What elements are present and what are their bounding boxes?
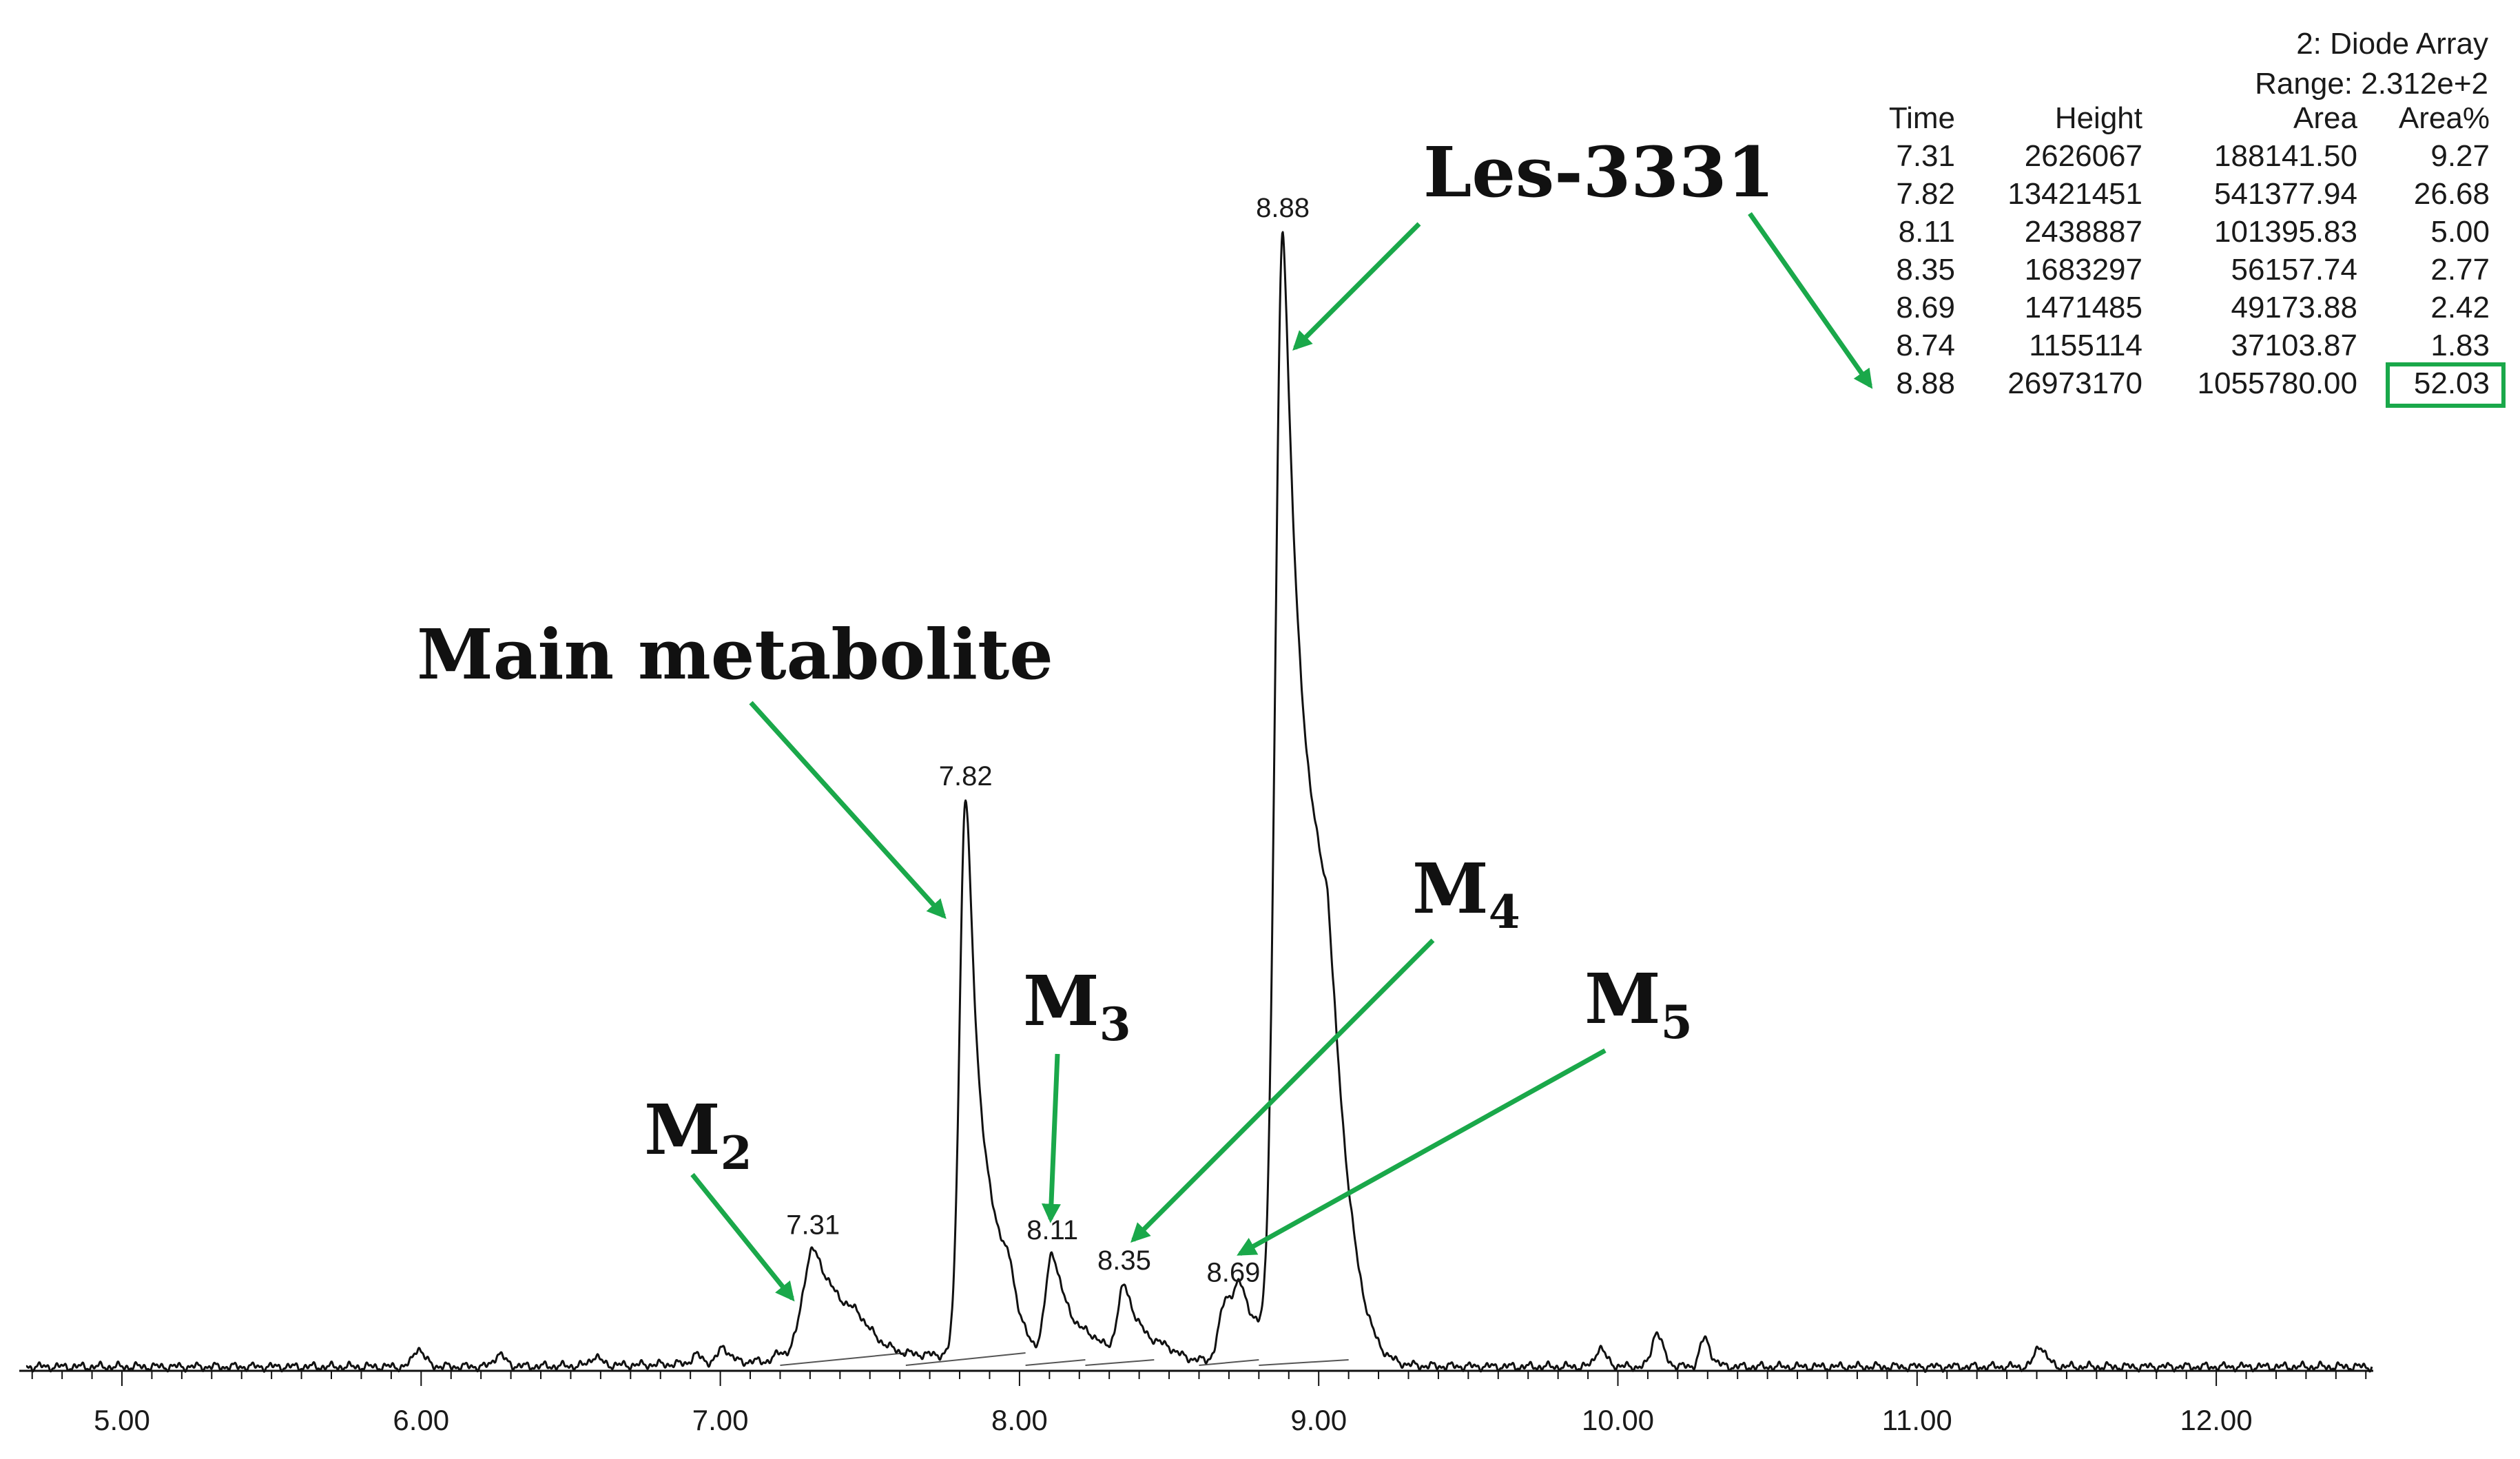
callout-subscript: 3 xyxy=(1099,997,1131,1051)
callout-main: M xyxy=(644,1089,721,1170)
table-cell: 1471485 xyxy=(2025,291,2142,324)
integration-baselines xyxy=(780,1352,1349,1366)
table-callout-arrow xyxy=(1748,211,1873,389)
table-cell: 56157.74 xyxy=(2231,253,2357,287)
peak-label: 8.11 xyxy=(1026,1215,1078,1245)
table-header-2: Area xyxy=(2293,101,2357,135)
callout-subscript: 5 xyxy=(1661,995,1693,1049)
callout-main: Les-3331 xyxy=(1423,132,1775,213)
callout-arrow xyxy=(1237,1048,1607,1256)
callout-main: Main metabolite xyxy=(417,614,1053,695)
peak-table: Time Height Area Area% 7.31 2626067 188141.50 9… xyxy=(1889,101,2506,408)
peak-label: 8.88 xyxy=(1256,193,1310,223)
callout-main: M xyxy=(1412,848,1489,929)
x-tick-label: 5.00 xyxy=(94,1404,150,1436)
callout-label: Les-3331 xyxy=(1423,132,1775,213)
table-cell: 7.31 xyxy=(1896,139,1955,173)
x-tick-label: 9.00 xyxy=(1290,1404,1347,1436)
table-cell: 13421451 xyxy=(2007,177,2142,211)
x-tick-label: 10.00 xyxy=(1582,1404,1654,1436)
table-cell: 8.69 xyxy=(1896,291,1955,324)
table-cell: 101395.83 xyxy=(2214,215,2357,249)
baseline-segment xyxy=(1025,1359,1086,1366)
table-cell: 2438887 xyxy=(2025,215,2142,249)
callout-label: M4 xyxy=(1412,848,1520,939)
x-tick-label: 6.00 xyxy=(393,1404,449,1436)
callout-subscript: 2 xyxy=(721,1126,752,1180)
table-header-3: Area% xyxy=(2399,101,2490,135)
detector-range: Range: 2.312e+2 xyxy=(2255,67,2488,101)
callout-arrow xyxy=(1130,938,1435,1243)
baseline-segment xyxy=(1199,1359,1259,1366)
baseline-segment xyxy=(905,1352,1026,1366)
table-cell: 2.42 xyxy=(2430,291,2490,324)
peak-label: 7.31 xyxy=(786,1210,840,1241)
table-cell: 5.00 xyxy=(2430,215,2490,249)
callout-main: M xyxy=(1584,958,1661,1039)
table-cell: 541377.94 xyxy=(2214,177,2357,211)
x-tick-label: 12.00 xyxy=(2180,1404,2253,1436)
table-cell: 49173.88 xyxy=(2231,291,2357,324)
callout-arrow xyxy=(690,1172,795,1302)
table-cell: 8.88 xyxy=(1896,366,1955,400)
table-cell: 8.11 xyxy=(1899,215,1955,249)
table-cell: 1683297 xyxy=(2025,253,2142,287)
callout-label: M3 xyxy=(1023,960,1131,1051)
peak-label: 8.69 xyxy=(1206,1258,1260,1288)
table-cell: 7.82 xyxy=(1896,177,1955,211)
callout-label: M2 xyxy=(644,1089,752,1180)
baseline-segment xyxy=(1085,1359,1155,1366)
peak-labels: 7.31 7.82 8.11 8.35 8.69 8.88 xyxy=(786,193,1310,1288)
peak-label: 7.82 xyxy=(939,761,993,791)
callout-main: M xyxy=(1023,960,1099,1042)
table-cell: 1.83 xyxy=(2430,329,2490,362)
table-cell: 8.74 xyxy=(1896,329,1955,362)
highlight-box xyxy=(2386,362,2506,408)
peak-label: 8.35 xyxy=(1097,1245,1151,1276)
callout-arrow xyxy=(1041,1053,1061,1223)
x-axis: 5.00 6.00 7.00 8.00 9.00 10.00 11.00 12.00 xyxy=(19,1369,2373,1436)
x-tick-label: 11.00 xyxy=(1882,1404,1952,1436)
table-header-1: Height xyxy=(2055,101,2142,135)
table-cell: 26.68 xyxy=(2414,177,2490,211)
callout-label: Main metabolite xyxy=(417,614,1053,695)
table-cell: 9.27 xyxy=(2430,139,2490,173)
x-tick-label: 8.00 xyxy=(991,1404,1048,1436)
chromatogram-trace xyxy=(25,231,2373,1373)
table-cell: 8.35 xyxy=(1896,253,1955,287)
table-cell: 1155114 xyxy=(2029,329,2142,362)
baseline-segment xyxy=(780,1352,906,1366)
callout-arrow xyxy=(749,701,947,920)
table-cell: 2626067 xyxy=(2025,139,2142,173)
table-cell: 2.77 xyxy=(2430,253,2490,287)
table-cell: 26973170 xyxy=(2007,366,2142,400)
callout-label: M5 xyxy=(1584,958,1693,1049)
table-header-0: Time xyxy=(1889,101,1955,135)
callout-subscript: 4 xyxy=(1489,885,1520,939)
baseline-segment xyxy=(1259,1359,1349,1366)
table-cell: 37103.87 xyxy=(2231,329,2357,362)
detector-name: 2: Diode Array xyxy=(2296,27,2488,61)
callout-arrow xyxy=(1292,222,1421,351)
table-cell: 52.03 xyxy=(2414,366,2490,400)
table-cell: 1055780.00 xyxy=(2198,366,2357,400)
x-tick-label: 7.00 xyxy=(692,1404,749,1436)
table-cell: 188141.50 xyxy=(2214,139,2357,173)
